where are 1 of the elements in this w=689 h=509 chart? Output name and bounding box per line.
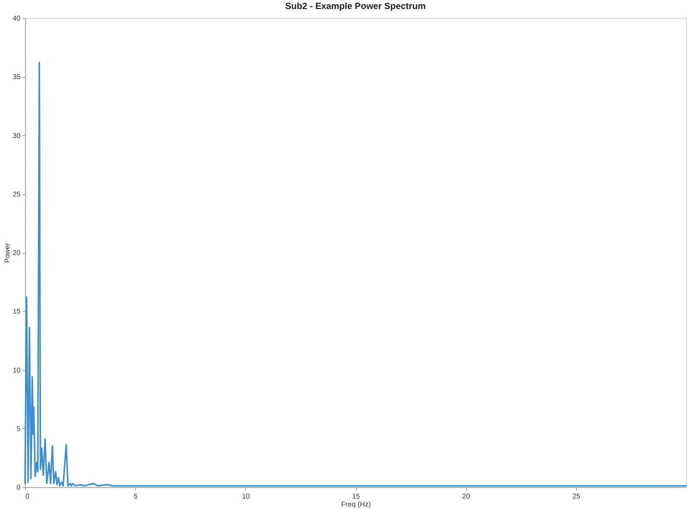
chart-title: Sub2 - Example Power Spectrum [285,1,426,11]
